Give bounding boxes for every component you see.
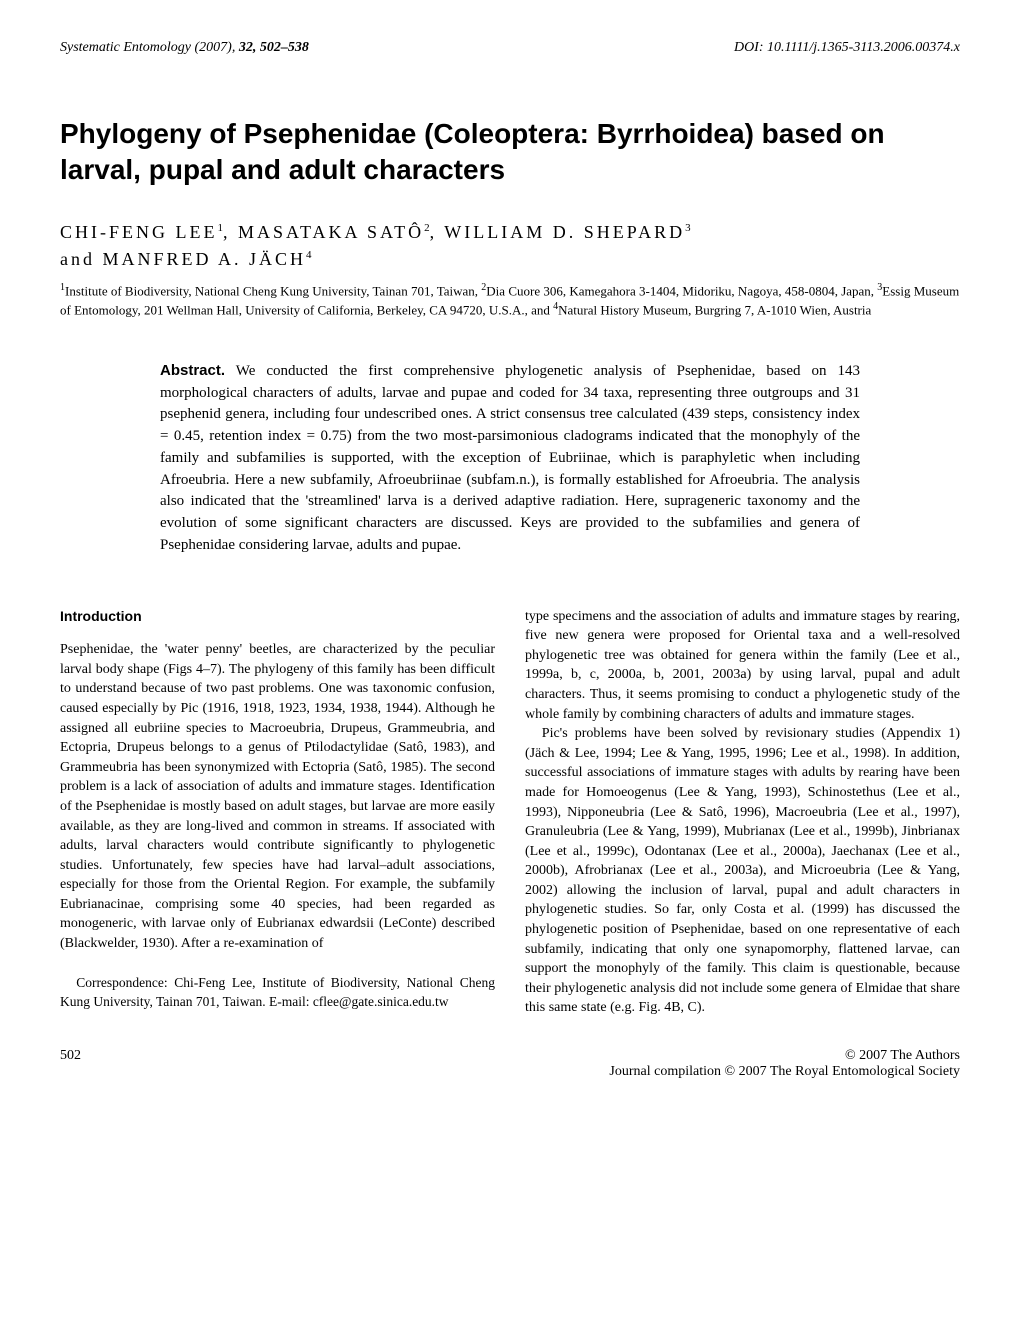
article-title: Phylogeny of Psephenidae (Coleoptera: By… bbox=[60, 116, 960, 189]
correspondence: Correspondence: Chi-Feng Lee, Institute … bbox=[60, 974, 495, 1012]
author-3-aff: 3 bbox=[685, 222, 691, 234]
author-3: , WILLIAM D. SHEPARD bbox=[430, 222, 686, 242]
doi: DOI: 10.1111/j.1365-3113.2006.00374.x bbox=[734, 40, 960, 56]
author-2: , MASATAKA SATÔ bbox=[223, 222, 424, 242]
right-column: type specimens and the association of ad… bbox=[525, 607, 960, 1018]
left-column: Introduction Psephenidae, the 'water pen… bbox=[60, 607, 495, 1018]
author-4-aff: 4 bbox=[306, 249, 312, 261]
body-columns: Introduction Psephenidae, the 'water pen… bbox=[60, 607, 960, 1018]
page-number: 502 bbox=[60, 1048, 81, 1080]
author-1: CHI-FENG LEE bbox=[60, 222, 217, 242]
affiliations: 1Institute of Biodiversity, National Che… bbox=[60, 281, 960, 320]
affiliation-2: Dia Cuore 306, Kamegahora 3-1404, Midori… bbox=[486, 283, 877, 298]
page-footer: 502 © 2007 The Authors Journal compilati… bbox=[60, 1048, 960, 1080]
affiliation-4: Natural History Museum, Burgring 7, A-10… bbox=[558, 303, 871, 318]
copyright-line-1: © 2007 The Authors bbox=[845, 1048, 960, 1063]
abstract: Abstract. We conducted the first compreh… bbox=[160, 360, 860, 557]
volume-pages: 32, 502–538 bbox=[239, 40, 309, 55]
intro-paragraph-1-contd: type specimens and the association of ad… bbox=[525, 607, 960, 725]
introduction-heading: Introduction bbox=[60, 607, 495, 627]
copyright-line-2: Journal compilation © 2007 The Royal Ent… bbox=[609, 1064, 960, 1079]
copyright: © 2007 The Authors Journal compilation ©… bbox=[609, 1048, 960, 1080]
abstract-text: We conducted the first comprehensive phy… bbox=[160, 363, 860, 553]
intro-paragraph-2: Pic's problems have been solved by revis… bbox=[525, 724, 960, 1018]
abstract-label: Abstract. bbox=[160, 362, 225, 379]
authors: CHI-FENG LEE1, MASATAKA SATÔ2, WILLIAM D… bbox=[60, 219, 960, 273]
author-4: and MANFRED A. JÄCH bbox=[60, 249, 306, 269]
journal-ref: Systematic Entomology (2007), 32, 502–53… bbox=[60, 40, 309, 56]
intro-paragraph-1: Psephenidae, the 'water penny' beetles, … bbox=[60, 640, 495, 954]
journal-name: Systematic Entomology (2007), bbox=[60, 40, 239, 55]
affiliation-1: Institute of Biodiversity, National Chen… bbox=[65, 283, 481, 298]
running-header: Systematic Entomology (2007), 32, 502–53… bbox=[60, 40, 960, 56]
